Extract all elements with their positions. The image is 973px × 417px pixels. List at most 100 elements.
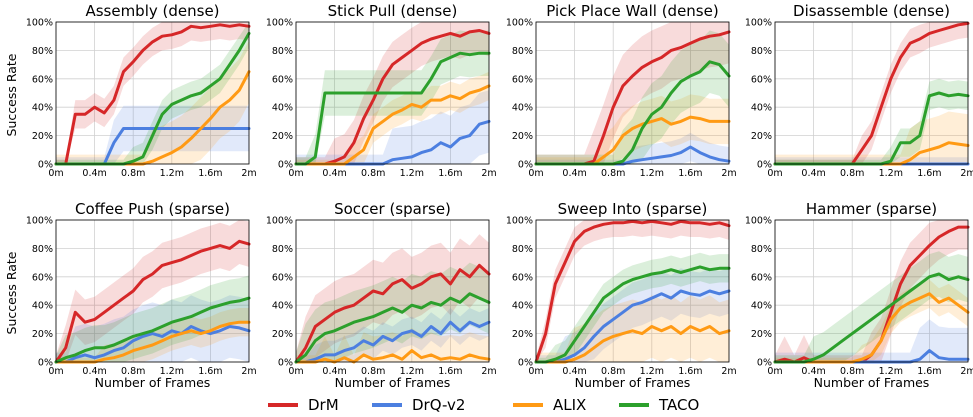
series-line-drq-v2: [294, 320, 491, 364]
y-tick-label: 40%: [751, 103, 772, 114]
x-tick-label: 1.6m: [917, 366, 941, 377]
y-tick-label: 20%: [272, 131, 293, 142]
series-line-taco: [54, 296, 251, 364]
y-axis-label-bottom: Success Rate: [4, 251, 19, 334]
x-tick-label: 0.4m: [801, 366, 825, 377]
y-tick-label: 80%: [751, 46, 772, 57]
y-tick-label: 80%: [32, 244, 53, 255]
subplot-title: Stick Pull (dense): [328, 2, 458, 20]
y-tick-label: 0%: [518, 358, 533, 369]
x-tick-label: 0m: [528, 366, 543, 377]
y-tick-label: 60%: [512, 74, 533, 85]
series-line-drm: [534, 219, 731, 364]
confidence-band-alix: [296, 327, 489, 362]
y-tick-label: 0%: [757, 358, 772, 369]
y-axis-label-top: Success Rate: [4, 53, 19, 136]
y-tick-label: 80%: [751, 244, 772, 255]
confidence-band-taco: [56, 275, 249, 362]
legend: DrM DrQ-v2 ALIX TACO: [268, 396, 699, 414]
confidence-band-alix: [296, 71, 489, 164]
series-line-drm: [54, 23, 251, 166]
confidence-band-alix: [775, 279, 968, 362]
legend-label-alix: ALIX: [553, 396, 586, 414]
plot-frame: [295, 21, 490, 165]
y-tick-label: 40%: [32, 301, 53, 312]
confidence-band-drm: [56, 22, 249, 164]
legend-label-drm: DrM: [308, 396, 339, 414]
confidence-band-drq-v2: [296, 308, 489, 362]
subplot-5: 0m 0.4m 0.8m 1.2m 1.6m 2m 0% 20% 40% 60% 80% 100% Co…: [26, 200, 257, 390]
y-tick-label: 0%: [278, 358, 293, 369]
x-tick-label: 1.2m: [160, 168, 184, 179]
x-tick-label: 0.8m: [601, 168, 625, 179]
subplot-title: Soccer (sparse): [334, 200, 451, 218]
confidence-band-drq-v2: [296, 90, 489, 164]
x-tick-label: 1.2m: [160, 366, 184, 377]
plot-frame: [295, 219, 490, 363]
y-tick-label: 40%: [272, 103, 293, 114]
x-tick-label: 2m: [481, 168, 496, 179]
y-tick-label: 100%: [26, 216, 53, 227]
x-tick-label: 0.8m: [840, 366, 864, 377]
y-tick-label: 60%: [751, 74, 772, 85]
x-tick-label: 0.8m: [121, 366, 145, 377]
x-tick-label: 1.2m: [879, 168, 903, 179]
x-axis-label: Number of Frames: [575, 375, 691, 390]
plot-frame: [535, 21, 730, 165]
plot-frame: [774, 219, 969, 363]
y-tick-label: 40%: [751, 301, 772, 312]
confidence-band-drq-v2: [775, 157, 968, 164]
y-tick-label: 80%: [272, 244, 293, 255]
subplot-title: Disassemble (dense): [793, 2, 950, 20]
x-tick-label: 1.6m: [678, 168, 702, 179]
series-line-drq-v2: [54, 325, 251, 364]
y-tick-label: 0%: [38, 358, 53, 369]
series-line-drq-v2: [534, 289, 731, 364]
x-tick-label: 0.8m: [840, 168, 864, 179]
x-tick-label: 0.4m: [82, 366, 106, 377]
x-tick-label: 0.8m: [361, 168, 385, 179]
confidence-band-alix: [56, 40, 249, 164]
subplot-title: Assembly (dense): [85, 2, 219, 20]
y-tick-label: 20%: [751, 329, 772, 340]
subplots: 0m 0.4m 0.8m 1.2m 1.6m 2m 0% 20% 40% 60% 80% 100% As…: [26, 2, 973, 390]
subplot-6: 0m 0.4m 0.8m 1.2m 1.6m 2m 0% 20% 40% 60% 80% 100% So…: [266, 200, 497, 390]
y-tick-label: 0%: [757, 160, 772, 171]
confidence-band-drm: [56, 220, 249, 362]
confidence-band-taco: [775, 251, 968, 362]
confidence-band-drm: [296, 22, 489, 164]
confidence-band-drm: [296, 234, 489, 362]
x-tick-label: 1.6m: [438, 168, 462, 179]
y-tick-label: 0%: [518, 160, 533, 171]
y-tick-label: 20%: [512, 329, 533, 340]
x-tick-label: 0.4m: [322, 366, 346, 377]
series-line-drm: [294, 263, 491, 364]
subplot-8: 0m 0.4m 0.8m 1.2m 1.6m 2m 0% 20% 40% 60% 80% 100% Ha…: [745, 200, 973, 390]
x-tick-label: 2m: [721, 168, 736, 179]
x-tick-label: 0m: [767, 168, 782, 179]
legend-label-drq-v2: DrQ-v2: [412, 396, 465, 414]
x-axis-label: Number of Frames: [95, 375, 211, 390]
x-tick-label: 2m: [241, 168, 256, 179]
x-tick-label: 2m: [960, 366, 973, 377]
y-tick-label: 100%: [26, 18, 53, 29]
x-axis-label: Number of Frames: [814, 375, 930, 390]
x-tick-label: 1.6m: [438, 366, 462, 377]
x-tick-label: 0.8m: [601, 366, 625, 377]
x-tick-label: 1.6m: [198, 366, 222, 377]
y-tick-label: 100%: [745, 216, 772, 227]
y-tick-label: 20%: [32, 131, 53, 142]
x-tick-label: 0m: [767, 366, 782, 377]
confidence-band-drq-v2: [775, 319, 968, 362]
y-tick-label: 80%: [512, 244, 533, 255]
confidence-band-taco: [296, 262, 489, 362]
x-tick-label: 1.2m: [640, 366, 664, 377]
x-tick-label: 1.6m: [678, 366, 702, 377]
x-tick-label: 1.2m: [400, 168, 424, 179]
y-tick-label: 80%: [512, 46, 533, 57]
confidence-band-alix: [775, 111, 968, 164]
y-tick-label: 60%: [32, 74, 53, 85]
confidence-band-alix: [536, 295, 729, 362]
subplot-title: Coffee Push (sparse): [75, 200, 230, 218]
x-tick-label: 0.4m: [562, 366, 586, 377]
